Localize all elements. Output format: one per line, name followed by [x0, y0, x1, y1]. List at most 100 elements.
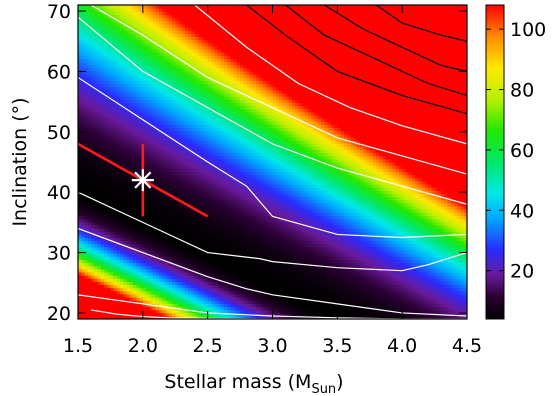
heatmap-cell: [194, 303, 199, 308]
heatmap-cell: [155, 199, 160, 204]
heatmap-cell: [142, 165, 147, 169]
heatmap-cell: [90, 127, 95, 132]
heatmap-cell: [78, 105, 82, 110]
heatmap-cell: [152, 174, 157, 179]
heatmap-cell: [178, 293, 183, 298]
heatmap-cell: [87, 227, 92, 232]
heatmap-cell: [188, 231, 193, 235]
heatmap-cell: [103, 284, 108, 289]
heatmap-cell: [194, 105, 199, 110]
heatmap-cell: [97, 205, 102, 210]
heatmap-cell: [107, 262, 112, 267]
heatmap-cell: [81, 11, 86, 16]
heatmap-cell: [81, 187, 86, 191]
heatmap-cell: [133, 227, 137, 232]
heatmap-cell: [113, 114, 118, 119]
heatmap-cell: [133, 265, 137, 270]
heatmap-cell: [181, 130, 186, 135]
heatmap-cell: [197, 92, 202, 97]
heatmap-cell: [123, 177, 128, 182]
heatmap-cell: [84, 121, 89, 125]
heatmap-cell: [178, 114, 183, 119]
heatmap-cell: [78, 102, 82, 107]
heatmap-cell: [175, 271, 180, 276]
heatmap-cell: [181, 45, 186, 50]
heatmap-cell: [90, 202, 95, 207]
heatmap-cell: [120, 253, 124, 257]
heatmap-cell: [103, 67, 108, 72]
heatmap-cell: [194, 287, 199, 292]
heatmap-cell: [149, 243, 154, 248]
heatmap-cell: [90, 140, 95, 144]
heatmap-cell: [184, 5, 189, 9]
heatmap-cell: [142, 48, 147, 53]
heatmap-cell: [191, 281, 196, 286]
heatmap-cell: [155, 215, 160, 220]
heatmap-cell: [116, 61, 121, 66]
heatmap-cell: [107, 152, 112, 157]
heatmap-cell: [110, 293, 115, 298]
heatmap-cell: [107, 284, 112, 289]
heatmap-cell: [113, 5, 118, 9]
heatmap-cell: [81, 278, 86, 282]
heatmap-cell: [175, 11, 180, 16]
heatmap-cell: [78, 162, 82, 166]
heatmap-cell: [123, 253, 128, 257]
heatmap-cell: [165, 140, 170, 144]
heatmap-cell: [81, 162, 86, 166]
heatmap-cell: [184, 300, 189, 304]
heatmap-cell: [123, 20, 128, 25]
heatmap-cell: [139, 205, 144, 210]
heatmap-cell: [142, 237, 147, 242]
heatmap-cell: [103, 196, 108, 201]
heatmap-cell: [172, 61, 176, 66]
heatmap-cell: [139, 290, 144, 295]
heatmap-cell: [126, 39, 131, 44]
heatmap-cell: [165, 17, 170, 22]
heatmap-cell: [159, 275, 163, 279]
heatmap-cell: [188, 202, 193, 207]
heatmap-cell: [120, 231, 124, 235]
heatmap-cell: [84, 240, 89, 245]
heatmap-cell: [113, 262, 118, 267]
heatmap-cell: [181, 281, 186, 286]
heatmap-cell: [184, 45, 189, 50]
heatmap-cell: [107, 30, 112, 34]
heatmap-cell: [139, 96, 144, 100]
heatmap-cell: [136, 102, 141, 107]
heatmap-cell: [139, 209, 144, 213]
heatmap-cell: [139, 36, 144, 41]
heatmap-cell: [90, 221, 95, 226]
heatmap-cell: [155, 130, 160, 135]
heatmap-cell: [172, 17, 176, 22]
heatmap-cell: [139, 8, 144, 12]
heatmap-cell: [175, 281, 180, 286]
heatmap-cell: [97, 221, 102, 226]
heatmap-cell: [107, 202, 112, 207]
heatmap-cell: [146, 249, 150, 254]
heatmap-cell: [155, 162, 160, 166]
heatmap-cell: [116, 265, 121, 270]
heatmap-cell: [107, 221, 112, 226]
heatmap-cell: [87, 89, 92, 94]
heatmap-cell: [184, 262, 189, 267]
heatmap-cell: [129, 140, 134, 144]
heatmap-cell: [136, 20, 141, 25]
heatmap-cell: [152, 287, 157, 292]
heatmap-cell: [165, 152, 170, 157]
heatmap-cell: [100, 89, 105, 94]
heatmap-cell: [87, 42, 92, 47]
heatmap-cell: [191, 36, 196, 41]
heatmap-cell: [197, 265, 202, 270]
heatmap-cell: [78, 140, 82, 144]
heatmap-cell: [165, 149, 170, 154]
heatmap-cell: [126, 259, 131, 264]
heatmap-cell: [175, 165, 180, 169]
heatmap-cell: [97, 11, 102, 16]
heatmap-cell: [139, 306, 144, 311]
heatmap-cell: [181, 5, 186, 9]
heatmap-cell: [146, 152, 150, 157]
heatmap-cell: [165, 155, 170, 160]
heatmap-cell: [133, 196, 137, 201]
heatmap-cell: [149, 237, 154, 242]
